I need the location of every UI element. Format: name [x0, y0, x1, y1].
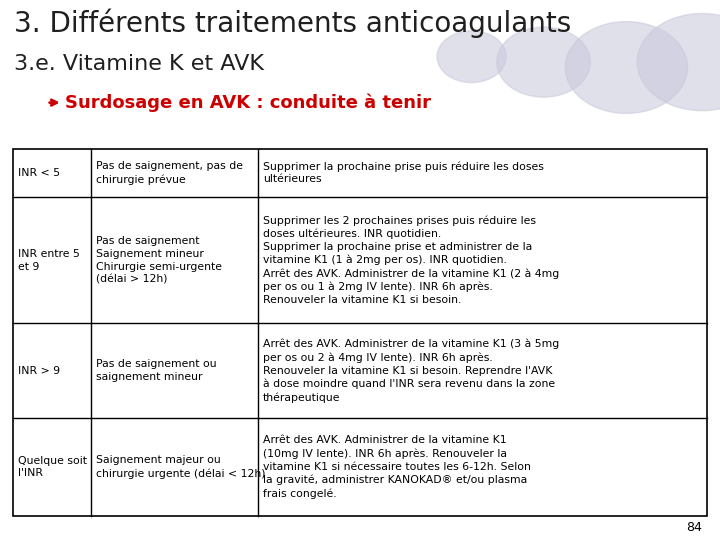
Circle shape	[565, 22, 688, 113]
Text: Surdosage en AVK : conduite à tenir: Surdosage en AVK : conduite à tenir	[65, 93, 431, 112]
Circle shape	[437, 31, 506, 83]
Text: Arrêt des AVK. Administrer de la vitamine K1 (3 à 5mg
per os ou 2 à 4mg IV lente: Arrêt des AVK. Administrer de la vitamin…	[263, 339, 559, 403]
Text: Supprimer les 2 prochaines prises puis réduire les
doses ultérieures. INR quotid: Supprimer les 2 prochaines prises puis r…	[263, 215, 559, 305]
Text: 3. Différents traitements anticoagulants: 3. Différents traitements anticoagulants	[14, 8, 572, 38]
Text: Quelque soit
l'INR: Quelque soit l'INR	[18, 456, 87, 478]
Bar	[13, 148, 707, 516]
Circle shape	[637, 14, 720, 111]
Text: Arrêt des AVK. Administrer de la vitamine K1
(10mg IV lente). INR 6h après. Reno: Arrêt des AVK. Administrer de la vitamin…	[263, 435, 531, 498]
Circle shape	[497, 27, 590, 97]
Text: Pas de saignement, pas de
chirurgie prévue: Pas de saignement, pas de chirurgie prév…	[96, 161, 243, 185]
Text: Pas de saignement ou
saignement mineur: Pas de saignement ou saignement mineur	[96, 360, 217, 382]
Text: 3.e. Vitamine K et AVK: 3.e. Vitamine K et AVK	[14, 54, 264, 74]
Text: Pas de saignement
Saignement mineur
Chirurgie semi-urgente
(délai > 12h): Pas de saignement Saignement mineur Chir…	[96, 236, 222, 285]
Text: Supprimer la prochaine prise puis réduire les doses
ultérieures: Supprimer la prochaine prise puis réduir…	[263, 161, 544, 185]
Text: INR > 9: INR > 9	[18, 366, 60, 376]
Text: INR < 5: INR < 5	[18, 168, 60, 178]
Text: 84: 84	[686, 521, 702, 534]
Text: INR entre 5
et 9: INR entre 5 et 9	[18, 249, 80, 272]
Text: Saignement majeur ou
chirurgie urgente (délai < 12h): Saignement majeur ou chirurgie urgente (…	[96, 455, 265, 479]
